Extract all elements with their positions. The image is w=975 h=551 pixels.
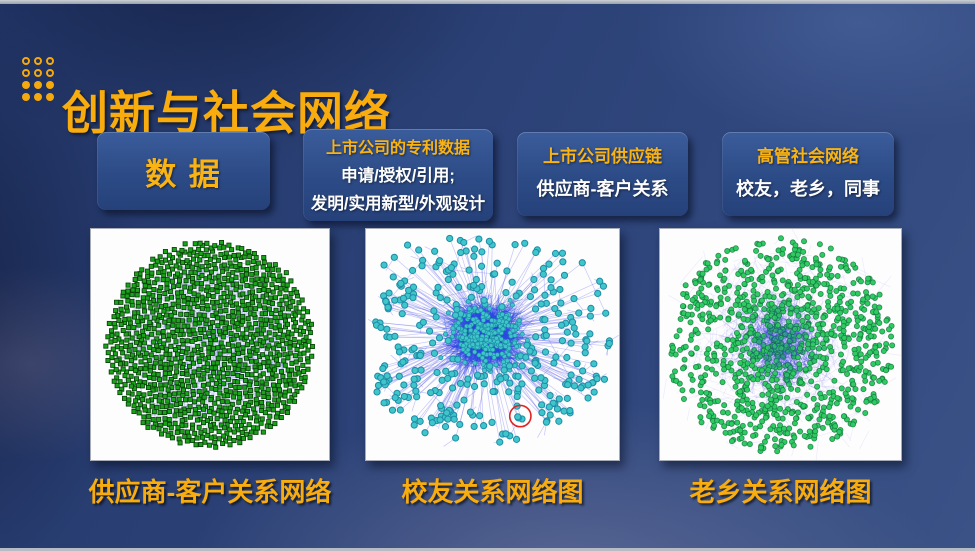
info-box-data: 数 据	[97, 132, 270, 210]
hometown-network-image	[660, 229, 901, 460]
info-box-patent-line: 发明/实用新型/外观设计	[310, 195, 486, 213]
info-box-data-title: 数 据	[145, 156, 222, 192]
info-box-supply-chain: 上市公司供应链 供应商-客户关系	[517, 132, 688, 216]
caption-hometown-network: 老乡关系网络图	[689, 477, 872, 507]
info-box-supply-chain-line: 供应商-客户关系	[536, 179, 669, 199]
network-panel-alumni	[365, 228, 620, 461]
caption-alumni-network: 校友关系网络图	[401, 477, 584, 507]
slide-bottom-border	[0, 548, 975, 551]
info-box-patent-line: 申请/授权/引用;	[341, 167, 455, 185]
info-box-supply-chain-title: 上市公司供应链	[543, 147, 662, 166]
network-panel-supplier-customer	[90, 228, 330, 461]
supplier-customer-network-image	[91, 229, 329, 460]
dot-grid-icon	[22, 57, 54, 101]
alumni-network-image	[366, 229, 619, 460]
info-box-executive-network: 高管社会网络 校友，老乡，同事	[722, 132, 894, 216]
caption-supplier-customer-network: 供应商-客户关系网络	[88, 477, 332, 507]
info-box-patent-title: 上市公司的专利数据	[325, 140, 470, 157]
info-box-executive-network-line: 校友，老乡，同事	[736, 179, 880, 199]
network-panel-hometown	[659, 228, 902, 461]
info-box-patent: 上市公司的专利数据 申请/授权/引用; 发明/实用新型/外观设计	[303, 129, 493, 221]
slide-top-border	[0, 0, 975, 4]
info-box-executive-network-title: 高管社会网络	[757, 147, 859, 166]
